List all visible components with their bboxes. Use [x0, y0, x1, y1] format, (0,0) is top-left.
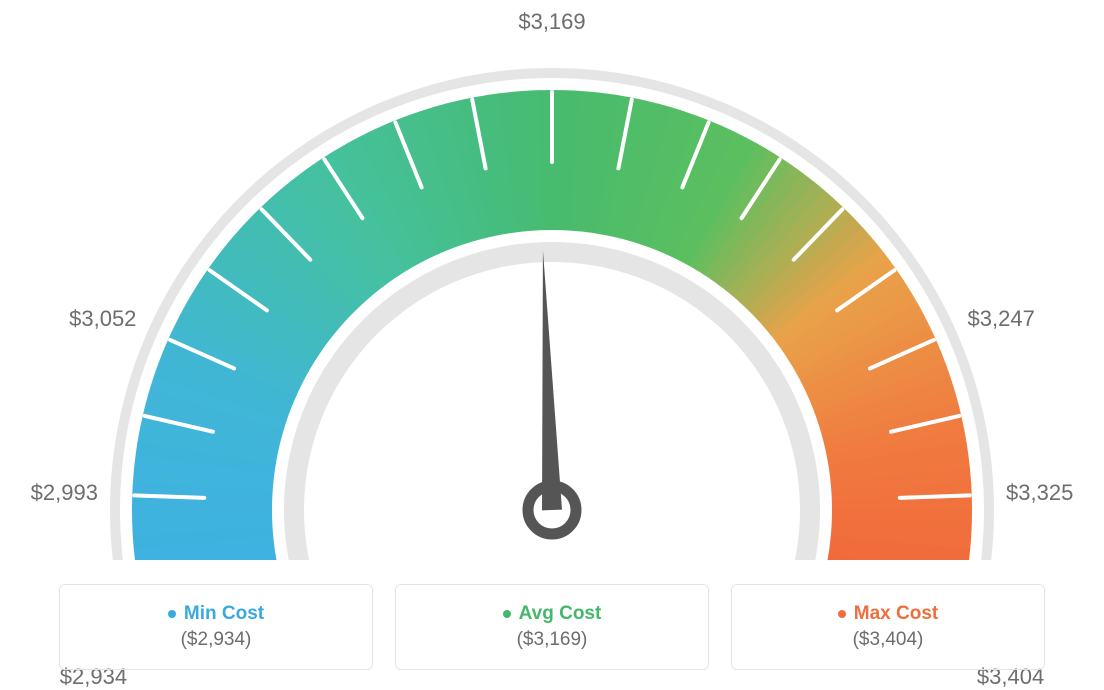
gauge-chart: $2,934$2,993$3,052$3,169$3,247$3,325$3,4…	[0, 0, 1104, 560]
gauge-label: $3,325	[1006, 480, 1073, 506]
max-bullet-icon	[838, 610, 846, 618]
min-bullet-icon	[168, 610, 176, 618]
gauge-svg	[0, 0, 1104, 560]
gauge-needle	[542, 250, 562, 510]
cost-cards-row: Min Cost ($2,934) Avg Cost ($3,169) Max …	[0, 584, 1104, 670]
gauge-label: $3,052	[69, 306, 136, 332]
max-cost-title: Max Cost	[854, 603, 938, 625]
min-cost-title: Min Cost	[184, 603, 264, 625]
avg-cost-title-row: Avg Cost	[503, 603, 602, 625]
avg-cost-value: ($3,169)	[517, 629, 588, 651]
max-cost-title-row: Max Cost	[838, 603, 938, 625]
gauge-label: $3,169	[518, 9, 585, 35]
min-cost-title-row: Min Cost	[168, 603, 264, 625]
avg-cost-card: Avg Cost ($3,169)	[395, 584, 709, 670]
avg-cost-title: Avg Cost	[519, 603, 602, 625]
gauge-label: $3,247	[968, 306, 1035, 332]
min-cost-card: Min Cost ($2,934)	[59, 584, 373, 670]
gauge-label: $2,993	[31, 480, 98, 506]
min-cost-value: ($2,934)	[181, 629, 252, 651]
avg-bullet-icon	[503, 610, 511, 618]
max-cost-card: Max Cost ($3,404)	[731, 584, 1045, 670]
max-cost-value: ($3,404)	[853, 629, 924, 651]
